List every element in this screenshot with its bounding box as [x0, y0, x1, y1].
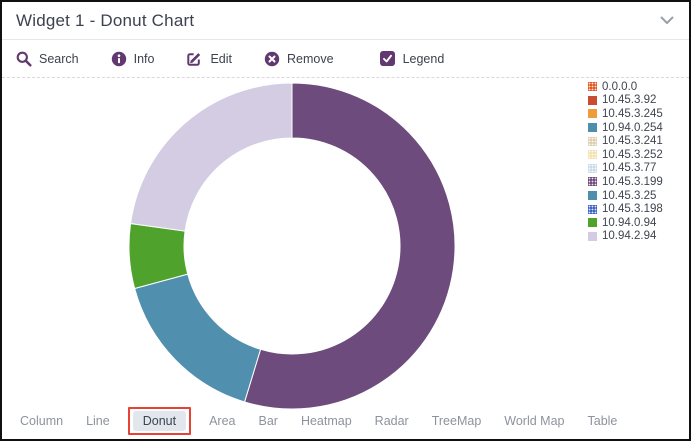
legend-label: 10.94.0.94 [602, 216, 657, 229]
legend-swatch [588, 218, 597, 228]
donut-segment-10.45.3.25[interactable] [134, 273, 262, 403]
tab-radar[interactable]: Radar [374, 414, 409, 428]
donut-segment-10.94.2.94[interactable] [129, 82, 293, 232]
legend-swatch [588, 231, 597, 241]
legend-swatch [588, 109, 597, 119]
chevron-down-icon [660, 16, 674, 24]
legend-checkbox[interactable]: Legend [379, 51, 445, 66]
edit-button[interactable]: Edit [186, 50, 232, 67]
chart-area: 0.0.0.0 10.45.3.92 10.45.3.245 10.94.0.254 1… [2, 78, 689, 410]
legend-item: 10.45.3.92 [588, 94, 663, 108]
info-button[interactable]: Info [111, 51, 155, 67]
search-label: Search [39, 51, 79, 66]
tab-column[interactable]: Column [20, 414, 64, 428]
info-icon [111, 51, 126, 66]
legend-label: 10.45.3.241 [602, 135, 663, 148]
info-label: Info [133, 51, 155, 66]
legend-label: 10.94.0.254 [602, 121, 663, 134]
tab-donut[interactable]: Donut [132, 411, 187, 431]
legend-swatch [588, 123, 597, 133]
tab-heatmap[interactable]: Heatmap [300, 414, 352, 428]
legend-item: 10.45.3.77 [588, 162, 663, 176]
legend-item: 10.45.3.245 [588, 107, 663, 121]
legend-label: 10.94.2.94 [602, 230, 657, 243]
legend-swatch [588, 177, 597, 187]
tab-bar[interactable]: Bar [258, 414, 278, 428]
chart-type-tabs: Column Line Donut Area Bar Heatmap Radar TreeMa… [2, 403, 689, 439]
legend-label: 10.45.3.245 [602, 107, 663, 120]
legend-item: 10.45.3.25 [588, 189, 663, 203]
legend-label: 10.45.3.252 [602, 148, 663, 161]
toolbar: Search Info Edit Remove [2, 40, 689, 78]
selected-tab-highlight: Donut [127, 407, 192, 435]
donut-segment-10.45.3.199[interactable] [243, 82, 456, 410]
remove-button[interactable]: Remove [264, 51, 334, 67]
legend-label: 10.45.3.77 [602, 162, 657, 175]
title-bar: Widget 1 - Donut Chart [2, 2, 689, 40]
legend-label: 0.0.0.0 [602, 80, 638, 93]
search-icon [16, 51, 32, 67]
legend-item: 10.45.3.198 [588, 202, 663, 216]
legend-item: 10.45.3.241 [588, 134, 663, 148]
legend-item: 0.0.0.0 [588, 80, 663, 94]
legend-label: 10.45.3.198 [602, 203, 663, 216]
remove-label: Remove [287, 51, 334, 66]
legend-swatch [588, 95, 597, 105]
legend-item: 10.94.0.94 [588, 216, 663, 230]
legend-label: 10.45.3.25 [602, 189, 657, 202]
legend-item: 10.94.0.254 [588, 121, 663, 135]
tab-area[interactable]: Area [209, 414, 236, 428]
edit-icon [187, 53, 201, 66]
legend-item: 10.45.3.199 [588, 175, 663, 189]
checkbox-checked-icon [379, 51, 395, 66]
legend-swatch [588, 204, 597, 214]
search-button[interactable]: Search [16, 51, 79, 67]
collapse-widget-button[interactable] [658, 14, 676, 27]
donut-chart[interactable] [2, 78, 691, 412]
remove-icon [264, 51, 280, 66]
legend-item: 10.45.3.252 [588, 148, 663, 162]
legend-swatch [588, 150, 597, 160]
legend-swatch [588, 82, 597, 92]
tab-line[interactable]: Line [86, 414, 110, 428]
tab-table[interactable]: Table [587, 414, 618, 428]
legend-item: 10.94.2.94 [588, 230, 663, 244]
legend-checkbox-label: Legend [402, 51, 445, 66]
legend-swatch [588, 191, 597, 201]
page-title: Widget 1 - Donut Chart [16, 10, 195, 30]
edit-label: Edit [210, 51, 233, 66]
legend-swatch [588, 163, 597, 173]
tab-treemap[interactable]: TreeMap [431, 414, 482, 428]
legend-swatch [588, 136, 597, 146]
legend-label: 10.45.3.199 [602, 175, 663, 188]
legend-label: 10.45.3.92 [602, 94, 657, 107]
chart-legend: 0.0.0.0 10.45.3.92 10.45.3.245 10.94.0.254 1… [588, 80, 663, 243]
tab-world-map[interactable]: World Map [504, 414, 565, 428]
